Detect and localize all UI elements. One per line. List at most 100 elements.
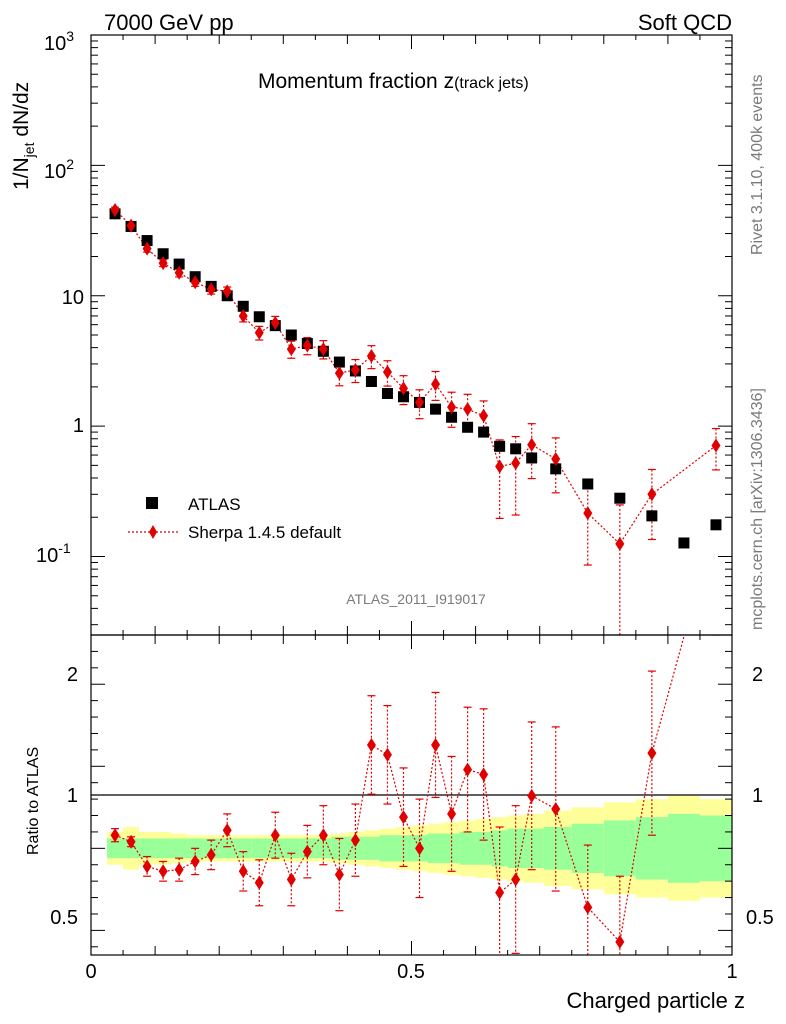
chart-title-sub: (track jets) bbox=[454, 75, 529, 92]
ratio-point bbox=[398, 810, 408, 825]
ratio-point bbox=[302, 844, 312, 859]
ratio-band-stat bbox=[235, 838, 252, 859]
ratio-band-stat bbox=[443, 833, 460, 864]
sherpa-point bbox=[174, 265, 184, 280]
sherpa-point bbox=[142, 241, 152, 256]
ratio-point bbox=[527, 788, 537, 803]
legend-atlas-label: ATLAS bbox=[188, 495, 241, 514]
atlas-point bbox=[430, 403, 442, 415]
y-axis-title: 1/Njet dN/dz bbox=[10, 82, 37, 190]
sherpa-point bbox=[479, 408, 489, 423]
atlas-point bbox=[446, 411, 458, 423]
sherpa-point bbox=[398, 381, 408, 396]
sherpa-point bbox=[366, 349, 376, 364]
ratio-point bbox=[334, 867, 344, 882]
ratio-point bbox=[431, 737, 441, 752]
ratio-tick-label-right-2: 2 bbox=[752, 664, 763, 686]
ratio-point bbox=[382, 747, 392, 762]
sherpa-point bbox=[495, 459, 505, 474]
ratio-point bbox=[366, 737, 376, 752]
sherpa-point bbox=[222, 284, 232, 299]
ratio-band-stat bbox=[171, 838, 188, 859]
sherpa-point bbox=[286, 342, 296, 357]
sherpa-point bbox=[318, 342, 328, 357]
ratio-band-stat bbox=[363, 836, 380, 860]
ratio-band-stat bbox=[155, 838, 172, 859]
ratio-tick-label-1: 1 bbox=[67, 785, 78, 807]
ratio-tick-label-2: 2 bbox=[67, 664, 78, 686]
ratio-point bbox=[495, 885, 505, 900]
ratio-band-stat bbox=[543, 827, 572, 870]
ratio-point bbox=[158, 864, 168, 879]
sherpa-point bbox=[190, 275, 200, 290]
atlas-point bbox=[582, 478, 594, 490]
ratio-band-stat bbox=[219, 838, 236, 859]
sherpa-point bbox=[583, 506, 593, 521]
x-tick-label-0.5: 0.5 bbox=[397, 961, 425, 983]
sherpa-point bbox=[551, 451, 561, 466]
atlas-point bbox=[237, 300, 249, 312]
ratio-point bbox=[463, 762, 473, 777]
sherpa-line bbox=[114, 209, 717, 545]
sherpa-point bbox=[447, 400, 457, 415]
atlas-point bbox=[285, 329, 297, 341]
ratio-band-stat bbox=[283, 838, 300, 859]
ratio-band-stat bbox=[635, 817, 668, 880]
ratio-point bbox=[254, 875, 264, 890]
sherpa-point bbox=[463, 402, 473, 417]
sherpa-point bbox=[511, 456, 521, 471]
ratio-panel-bands bbox=[107, 795, 732, 901]
main-panel-frame bbox=[90, 34, 733, 636]
process-label: Soft QCD bbox=[638, 10, 732, 35]
ratio-point bbox=[126, 834, 136, 849]
ratio-band-stat bbox=[139, 838, 156, 859]
ratio-band-stat bbox=[459, 831, 476, 865]
sherpa-point bbox=[382, 365, 392, 380]
ratio-axis-title: Ratio to ATLAS bbox=[25, 747, 42, 855]
atlas-point bbox=[710, 519, 722, 531]
ratio-point bbox=[318, 828, 328, 843]
ratio-band-stat bbox=[107, 838, 124, 859]
y-axis-title-rest: dN/dz bbox=[10, 82, 33, 143]
atlas-point bbox=[333, 356, 345, 368]
ratio-panel-frame bbox=[90, 634, 733, 956]
legend-atlas-marker bbox=[146, 497, 158, 509]
ratio-tick-label-0.5: 0.5 bbox=[50, 907, 78, 929]
ratio-tick-label-right-1: 1 bbox=[752, 785, 763, 807]
ratio-point bbox=[615, 934, 625, 949]
ratio-point bbox=[110, 828, 120, 843]
atlas-point bbox=[365, 375, 377, 387]
ratio-point bbox=[238, 864, 248, 879]
ratio-band-stat bbox=[315, 838, 332, 859]
mcplots-label: mcplots.cern.ch [arXiv:1306.3436] bbox=[749, 388, 766, 630]
y-tick-label-1: 1 bbox=[73, 415, 84, 437]
ratio-band-stat bbox=[475, 831, 492, 865]
ratio-point bbox=[206, 847, 216, 862]
sherpa-point bbox=[254, 325, 264, 340]
sherpa-point bbox=[527, 437, 537, 452]
main-panel-data bbox=[109, 202, 722, 635]
atlas-point bbox=[550, 463, 562, 475]
atlas-point bbox=[510, 443, 522, 455]
atlas-point bbox=[397, 391, 409, 403]
ratio-point bbox=[447, 806, 457, 821]
x-axis-title: Charged particle z bbox=[566, 988, 745, 1013]
chart-title: Momentum fraction z(track jets) bbox=[258, 70, 529, 93]
ratio-point bbox=[551, 801, 561, 816]
sherpa-point bbox=[302, 338, 312, 353]
ratio-point bbox=[222, 823, 232, 838]
ratio-band-stat bbox=[667, 813, 700, 883]
sherpa-point bbox=[334, 366, 344, 381]
ratio-point bbox=[647, 746, 657, 761]
y-tick-label-100: 102 bbox=[44, 156, 74, 183]
sherpa-point bbox=[350, 362, 360, 377]
ratio-band-stat bbox=[427, 833, 444, 864]
ratio-panel-data bbox=[110, 635, 720, 955]
ratio-band-stat bbox=[379, 835, 396, 862]
x-tick-label-0: 0 bbox=[85, 961, 96, 983]
ratio-point bbox=[350, 833, 360, 848]
sherpa-point bbox=[158, 256, 168, 271]
sherpa-point bbox=[647, 487, 657, 502]
atlas-point bbox=[381, 387, 393, 399]
